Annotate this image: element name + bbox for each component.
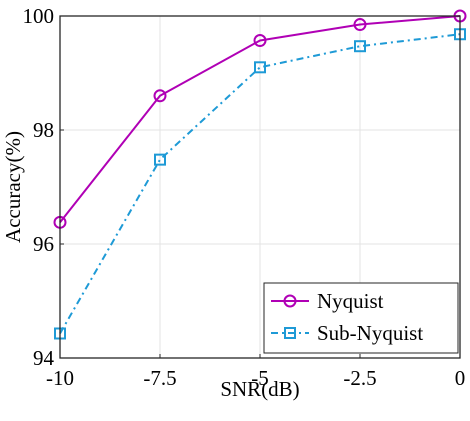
y-tick-label: 98 (33, 118, 54, 142)
data-point-sub-nyquist (354, 40, 366, 53)
y-tick-label: 100 (23, 4, 55, 28)
x-tick-labels: -10 -7.5 -5 -2.5 0 (46, 354, 465, 390)
legend-marker-nyquist (283, 294, 297, 308)
data-point-sub-nyquist (154, 153, 166, 166)
legend-label-nyquist: Nyquist (317, 289, 384, 313)
y-tick-label: 96 (33, 232, 54, 256)
x-tick-label: 0 (455, 366, 466, 390)
series-line-nyquist (59, 15, 461, 223)
legend: Nyquist Sub-Nyquist (263, 282, 459, 354)
x-tick-label: -10 (46, 366, 74, 390)
x-tick-label: -2.5 (343, 366, 376, 390)
x-axis-label: SNR(dB) (220, 377, 299, 401)
data-point-sub-nyquist (254, 61, 266, 74)
x-tick-label: -7.5 (143, 366, 176, 390)
legend-box (263, 282, 459, 354)
legend-marker-sub-nyquist (284, 327, 296, 339)
data-point-nyquist (253, 34, 267, 48)
y-tick-label: 94 (33, 346, 55, 370)
data-point-nyquist (353, 18, 367, 32)
series-lines (59, 15, 461, 334)
legend-label-sub-nyquist: Sub-Nyquist (317, 321, 423, 345)
y-axis-label: Accuracy(%) (1, 131, 25, 243)
y-tick-labels: 94 96 98 100 (23, 4, 64, 370)
x-tick-label: -5 (251, 366, 269, 390)
data-point-nyquist (153, 89, 167, 103)
